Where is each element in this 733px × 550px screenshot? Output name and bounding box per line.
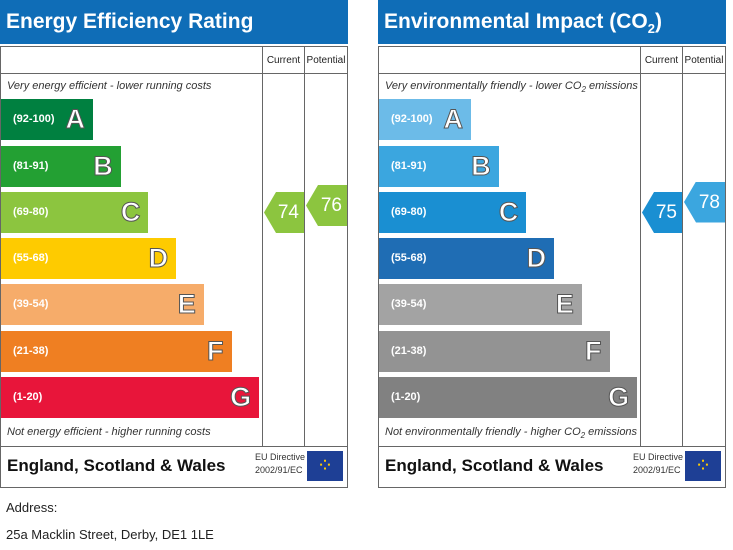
- band-range: (1-20): [13, 391, 43, 403]
- title-subscript: 2: [647, 21, 655, 37]
- band-range: (55-68): [391, 252, 427, 264]
- band-letter: G: [608, 382, 630, 413]
- note-text: Very energy efficient - lower running co…: [7, 80, 212, 92]
- potential-rating-arrow: 76: [306, 185, 347, 226]
- band-letter: B: [93, 151, 113, 182]
- band-range: (21-38): [13, 345, 49, 357]
- column-header-current: Current: [266, 55, 301, 66]
- directive-line: 2002/91/EC: [255, 465, 303, 475]
- band-e: (39-54) E: [379, 284, 582, 325]
- band-letter: D: [148, 243, 169, 274]
- note-subscript: 2: [581, 85, 586, 95]
- bottom-note: Not energy efficient - higher running co…: [7, 426, 211, 438]
- column-header-potential: Potential: [684, 55, 724, 66]
- band-f: (21-38) F: [1, 331, 232, 372]
- column-header-current: Current: [644, 55, 679, 66]
- band-a: (92-100) A: [379, 99, 471, 140]
- eu-flag-icon: ⁘: [685, 451, 721, 481]
- title-end: ) Rating: [384, 10, 662, 85]
- band-letter: G: [230, 382, 252, 413]
- divider: [262, 47, 263, 446]
- band-range: (69-80): [391, 206, 427, 218]
- divider: [682, 47, 683, 446]
- band-g: (1-20) G: [1, 377, 260, 418]
- band-letter: A: [65, 104, 85, 135]
- directive-line: EU Directive: [255, 452, 306, 462]
- band-b: (81-91) B: [1, 146, 121, 187]
- band-b: (81-91) B: [379, 146, 499, 187]
- eu-flag-icon: ⁘: [307, 451, 343, 481]
- note-end: emissions: [585, 80, 638, 92]
- directive-line: 2002/91/EC: [633, 465, 681, 475]
- title-text: Energy Efficiency Rating: [6, 10, 254, 33]
- divider: [304, 47, 305, 446]
- band-range: (39-54): [391, 298, 427, 310]
- divider: [640, 47, 641, 446]
- top-note: Very environmentally friendly - lower CO…: [385, 80, 638, 94]
- note-text: Not environmentally friendly - higher CO: [385, 426, 581, 438]
- band-letter: E: [555, 289, 574, 320]
- eu-directive: EU Directive 2002/91/EC: [255, 451, 305, 477]
- band-letter: C: [498, 197, 519, 228]
- potential-rating-arrow: 78: [684, 181, 725, 223]
- note-text: Not energy efficient - higher running co…: [7, 426, 211, 438]
- current-rating-arrow: 75: [642, 192, 682, 233]
- band-e: (39-54) E: [1, 284, 204, 325]
- band-letter: F: [585, 336, 602, 367]
- top-note: Very energy efficient - lower running co…: [7, 80, 211, 92]
- band-range: (81-91): [391, 160, 427, 172]
- bottom-note: Not environmentally friendly - higher CO…: [385, 426, 637, 440]
- band-g: (1-20) G: [379, 377, 638, 418]
- energy-efficiency-panel: Energy Efficiency Rating Current Potential…: [0, 0, 348, 488]
- eu-directive: EU Directive 2002/91/EC: [633, 451, 683, 477]
- band-range: (21-38): [391, 345, 427, 357]
- chart-title: Environmental Impact (CO2) Rating: [378, 0, 726, 84]
- band-range: (92-100): [13, 113, 55, 125]
- current-rating-arrow: 74: [264, 192, 304, 233]
- divider: [1, 446, 347, 447]
- divider: [379, 446, 725, 447]
- rating-table: Current Potential Very environmentally fri…: [378, 46, 726, 488]
- band-range: (55-68): [13, 252, 49, 264]
- title-text: Environmental Impact (CO: [384, 10, 648, 33]
- note-text: Very environmentally friendly - lower CO: [385, 80, 582, 92]
- environmental-impact-panel: Environmental Impact (CO2) Rating Current…: [378, 0, 726, 488]
- band-range: (92-100): [391, 113, 433, 125]
- column-header-potential: Potential: [306, 55, 346, 66]
- band-a: (92-100) A: [1, 99, 93, 140]
- band-range: (39-54): [13, 298, 49, 310]
- band-range: (81-91): [13, 160, 49, 172]
- band-range: (69-80): [13, 206, 49, 218]
- band-c: (69-80) C: [379, 192, 527, 233]
- divider: [1, 73, 347, 74]
- band-letter: C: [120, 197, 141, 228]
- band-c: (69-80) C: [1, 192, 149, 233]
- band-letter: A: [443, 104, 463, 135]
- band-letter: D: [526, 243, 547, 274]
- band-range: (1-20): [391, 391, 421, 403]
- chart-title: Energy Efficiency Rating: [0, 0, 348, 44]
- band-d: (55-68) D: [379, 238, 555, 279]
- band-d: (55-68) D: [1, 238, 177, 279]
- band-letter: F: [207, 336, 224, 367]
- band-letter: E: [177, 289, 196, 320]
- footer-region: England, Scotland & Wales: [7, 456, 226, 475]
- note-subscript: 2: [580, 431, 586, 441]
- address-label: Address:: [6, 500, 58, 515]
- band-letter: B: [471, 151, 491, 182]
- footer-region: England, Scotland & Wales: [385, 456, 604, 475]
- address-value: 25a Macklin Street, Derby, DE1 1LE: [6, 527, 214, 542]
- note-end: emissions: [585, 426, 638, 438]
- directive-line: EU Directive: [633, 452, 684, 462]
- divider: [379, 73, 725, 74]
- rating-table: Current Potential Very energy efficient - …: [0, 46, 348, 488]
- band-f: (21-38) F: [379, 331, 610, 372]
